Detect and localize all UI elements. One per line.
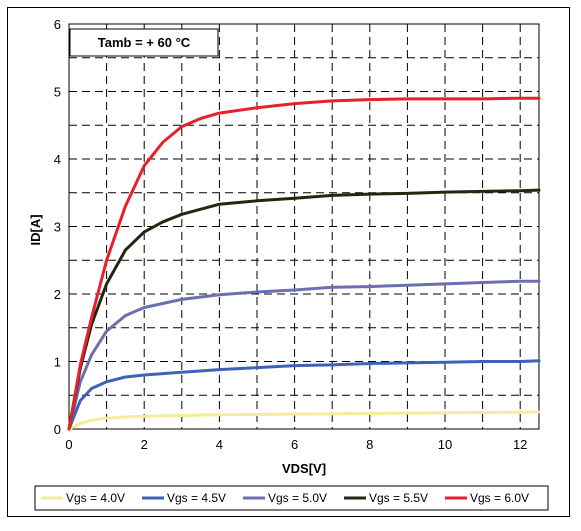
legend-items: Vgs = 4.0V Vgs = 4.5V Vgs = 5.0V Vgs = 5.5V… <box>41 491 529 505</box>
y-tick-label: 3 <box>54 220 61 235</box>
x-tick-label: 2 <box>141 437 148 452</box>
series-layer <box>67 96 541 431</box>
y-tick-label: 6 <box>54 17 61 32</box>
annotation-box: Tamb = + 60 °C <box>69 28 219 57</box>
x-tick-labels: 0 2 4 6 8 10 12 <box>65 437 527 452</box>
legend-label: Vgs = 4.0V <box>66 491 125 505</box>
y-axis-title: ID[A] <box>28 214 43 245</box>
legend: Vgs = 4.0V Vgs = 4.5V Vgs = 5.0V Vgs = 5.5V… <box>34 485 549 511</box>
y-tick-label: 1 <box>54 355 61 370</box>
x-tick-label: 8 <box>366 437 373 452</box>
plot-border <box>68 23 540 430</box>
y-tick-label: 2 <box>54 287 61 302</box>
series-line-1 <box>67 359 541 431</box>
annotation-rect <box>69 28 219 57</box>
x-tick-label: 6 <box>291 437 298 452</box>
legend-label: Vgs = 4.5V <box>167 491 226 505</box>
x-tick-label: 10 <box>438 437 452 452</box>
legend-label: Vgs = 5.0V <box>268 491 327 505</box>
grid <box>69 24 539 429</box>
series-line-0 <box>67 410 541 431</box>
series-line-3 <box>67 188 541 431</box>
y-tick-label: 5 <box>54 85 61 100</box>
x-tick-label: 0 <box>65 437 72 452</box>
y-tick-labels: 0 1 2 3 4 5 6 <box>54 17 61 437</box>
x-tick-label: 12 <box>513 437 527 452</box>
y-tick-label: 4 <box>54 152 61 167</box>
annotation-text: Tamb = + 60 °C <box>98 35 191 50</box>
series-line-4 <box>67 96 541 431</box>
x-tick-label: 4 <box>216 437 223 452</box>
legend-label: Vgs = 6.0V <box>470 491 529 505</box>
x-axis-title: VDS[V] <box>282 461 326 476</box>
legend-label: Vgs = 5.5V <box>369 491 428 505</box>
series-line-2 <box>67 279 541 431</box>
y-tick-label: 0 <box>54 422 61 437</box>
